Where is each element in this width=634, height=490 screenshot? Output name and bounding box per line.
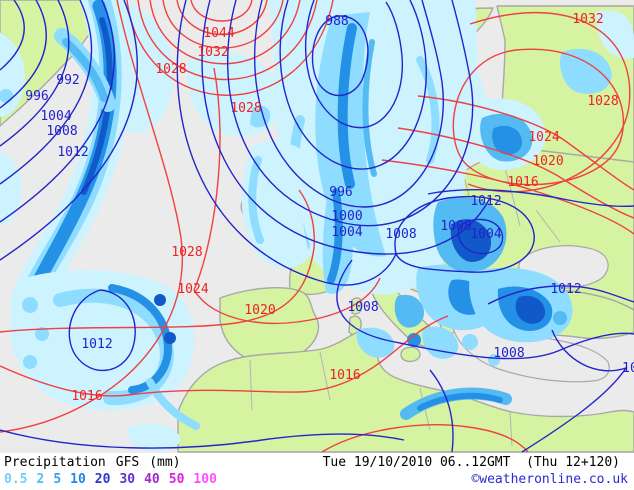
legend-value: 20	[94, 472, 111, 487]
legend-values: 0.5 2 5 10 20 30 40 50 100	[4, 472, 226, 487]
unit-label: (mm)	[149, 455, 181, 470]
copyright-link[interactable]: ©weatheronline.co.uk	[471, 472, 628, 487]
run-info: (Thu 12+120)	[526, 455, 620, 470]
legend-value: 10	[70, 472, 86, 487]
legend-title: Precipitation GFS (mm)	[4, 455, 191, 470]
valid-time: Tue 19/10/2010 06..12GMT	[322, 455, 511, 470]
isobars-red	[0, 0, 634, 453]
legend-value: 2	[36, 472, 45, 487]
valid-time-text: Tue 19/10/2010 06..12GMT (Thu 12+120)	[323, 455, 620, 470]
forecast-map: 992 996 1004 1008 1012 988 996 1000 1004 1008 1008…	[0, 0, 634, 453]
legend-value: 50	[168, 472, 185, 487]
model-name: GFS	[115, 455, 140, 470]
europe-map-graphic	[0, 0, 634, 453]
legend-value: 40	[144, 472, 160, 487]
legend-value: 5	[53, 472, 62, 487]
legend-value: 30	[119, 472, 136, 487]
legend-value: 0.5	[4, 472, 28, 487]
footer-bar: Precipitation GFS (mm) Tue 19/10/2010 06..…	[0, 453, 634, 490]
isobars-blue	[0, 0, 634, 453]
product-name: Precipitation	[4, 455, 106, 470]
legend-value: 100	[193, 472, 217, 487]
